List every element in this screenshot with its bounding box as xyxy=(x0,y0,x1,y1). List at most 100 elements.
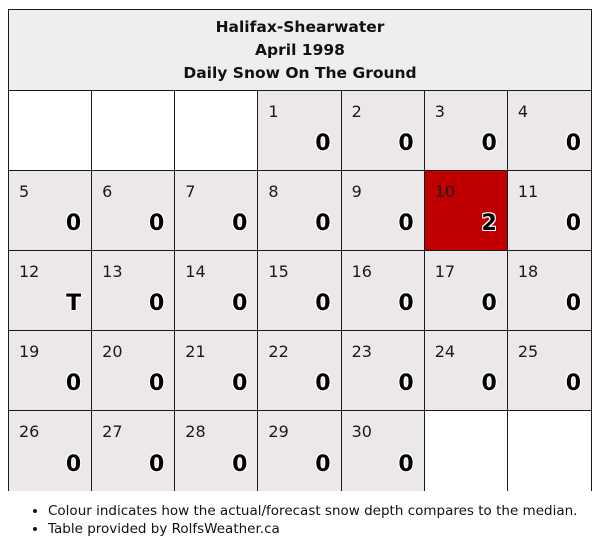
empty-day-cell xyxy=(424,411,508,491)
snow-depth-value: 0 xyxy=(398,371,414,396)
day-number: 14 xyxy=(185,262,206,281)
day-cell: 22 0 xyxy=(258,331,342,411)
snow-depth-value: 0 xyxy=(315,452,331,477)
note-colour-legend: Colour indicates how the actual/forecast… xyxy=(48,502,577,520)
day-number: 12 xyxy=(19,262,40,281)
snow-depth-value: 0 xyxy=(232,211,248,236)
day-cell: 30 0 xyxy=(341,411,425,491)
day-number: 19 xyxy=(19,342,40,361)
day-number: 28 xyxy=(185,422,206,441)
day-cell: 23 0 xyxy=(341,331,425,411)
empty-day-cell xyxy=(92,91,176,171)
day-cell: 29 0 xyxy=(258,411,342,491)
day-number: 11 xyxy=(517,182,539,201)
day-cell: 19 0 xyxy=(9,331,93,411)
day-number: 7 xyxy=(185,182,196,201)
day-number: 25 xyxy=(517,342,539,361)
day-cell: 21 0 xyxy=(175,331,259,411)
snow-depth-value: 0 xyxy=(565,371,581,396)
day-number: 10 xyxy=(434,182,456,201)
note-source: Table provided by RolfsWeather.ca xyxy=(48,520,577,538)
day-cell: 13 0 xyxy=(92,251,176,331)
day-cell: 14 0 xyxy=(175,251,259,331)
snow-depth-value: 0 xyxy=(398,291,414,316)
day-cell: 27 0 xyxy=(92,411,176,491)
snow-depth-value: 0 xyxy=(148,291,165,316)
snow-depth-value: 0 xyxy=(232,371,248,396)
snow-depth-value: 0 xyxy=(398,131,414,156)
snow-depth-value: 0 xyxy=(398,452,414,477)
snow-depth-value: 0 xyxy=(565,291,581,316)
day-number: 16 xyxy=(351,262,372,281)
day-cell: 11 0 xyxy=(507,171,591,251)
day-number: 20 xyxy=(102,342,123,361)
snow-depth-value: 0 xyxy=(481,291,497,316)
table-header: Halifax-Shearwater April 1998 Daily Snow… xyxy=(9,10,591,91)
empty-day-cell xyxy=(175,91,259,171)
day-number: 13 xyxy=(102,262,123,281)
metric-title: Daily Snow On The Ground xyxy=(183,63,417,82)
day-number: 9 xyxy=(351,182,362,201)
day-cell: 12 T xyxy=(9,251,93,331)
day-number: 30 xyxy=(351,422,372,441)
day-number: 15 xyxy=(268,262,289,281)
snow-depth-value: 0 xyxy=(232,291,248,316)
snow-depth-value: 0 xyxy=(481,371,497,396)
day-cell: 16 0 xyxy=(341,251,425,331)
snow-depth-value: 0 xyxy=(565,211,581,236)
snow-depth-value: 2 xyxy=(481,211,497,236)
day-number: 6 xyxy=(102,182,113,201)
day-cell: 24 0 xyxy=(424,331,508,411)
day-cell: 20 0 xyxy=(92,331,176,411)
day-number: 18 xyxy=(517,262,539,281)
snow-depth-value: 0 xyxy=(65,452,82,477)
snow-depth-value: 0 xyxy=(148,211,165,236)
day-number: 2 xyxy=(351,102,362,121)
snow-calendar-table: Halifax-Shearwater April 1998 Daily Snow… xyxy=(8,9,592,491)
day-number: 24 xyxy=(434,342,456,361)
day-cell: 18 0 xyxy=(507,251,591,331)
snow-depth-value: 0 xyxy=(148,452,165,477)
day-number: 22 xyxy=(268,342,289,361)
snow-depth-value: 0 xyxy=(232,452,248,477)
day-number: 5 xyxy=(19,182,30,201)
day-number: 21 xyxy=(185,342,206,361)
day-cell: 10 2 xyxy=(424,171,508,251)
snow-depth-value: 0 xyxy=(398,211,414,236)
day-cell: 25 0 xyxy=(507,331,591,411)
snow-depth-value: 0 xyxy=(565,131,581,156)
snow-depth-value: T xyxy=(66,291,82,316)
notes-list: Colour indicates how the actual/forecast… xyxy=(24,502,577,538)
day-number: 4 xyxy=(517,102,529,121)
snow-depth-value: 0 xyxy=(481,131,497,156)
day-number: 3 xyxy=(434,102,445,121)
day-cell: 28 0 xyxy=(175,411,259,491)
calendar-grid: 1 0 2 0 3 0 4 0 5 0 6 0 7 0 8 0 9 0 10 2 11 0 12 T 13 0 14 0 15 0 16 0 1… xyxy=(9,91,591,491)
station-name: Halifax-Shearwater xyxy=(215,17,385,36)
day-cell: 15 0 xyxy=(258,251,342,331)
month-title: April 1998 xyxy=(255,40,345,59)
day-number: 1 xyxy=(268,102,279,121)
day-number: 26 xyxy=(19,422,40,441)
day-number: 8 xyxy=(268,182,279,201)
day-number: 17 xyxy=(434,262,456,281)
day-cell: 17 0 xyxy=(424,251,508,331)
snow-depth-value: 0 xyxy=(65,371,82,396)
empty-day-cell xyxy=(9,91,93,171)
snow-depth-value: 0 xyxy=(315,291,331,316)
day-number: 29 xyxy=(268,422,289,441)
snow-depth-value: 0 xyxy=(315,131,331,156)
empty-day-cell xyxy=(507,411,591,491)
day-cell: 26 0 xyxy=(9,411,93,491)
day-number: 27 xyxy=(102,422,123,441)
snow-depth-value: 0 xyxy=(315,211,331,236)
snow-depth-value: 0 xyxy=(315,371,331,396)
